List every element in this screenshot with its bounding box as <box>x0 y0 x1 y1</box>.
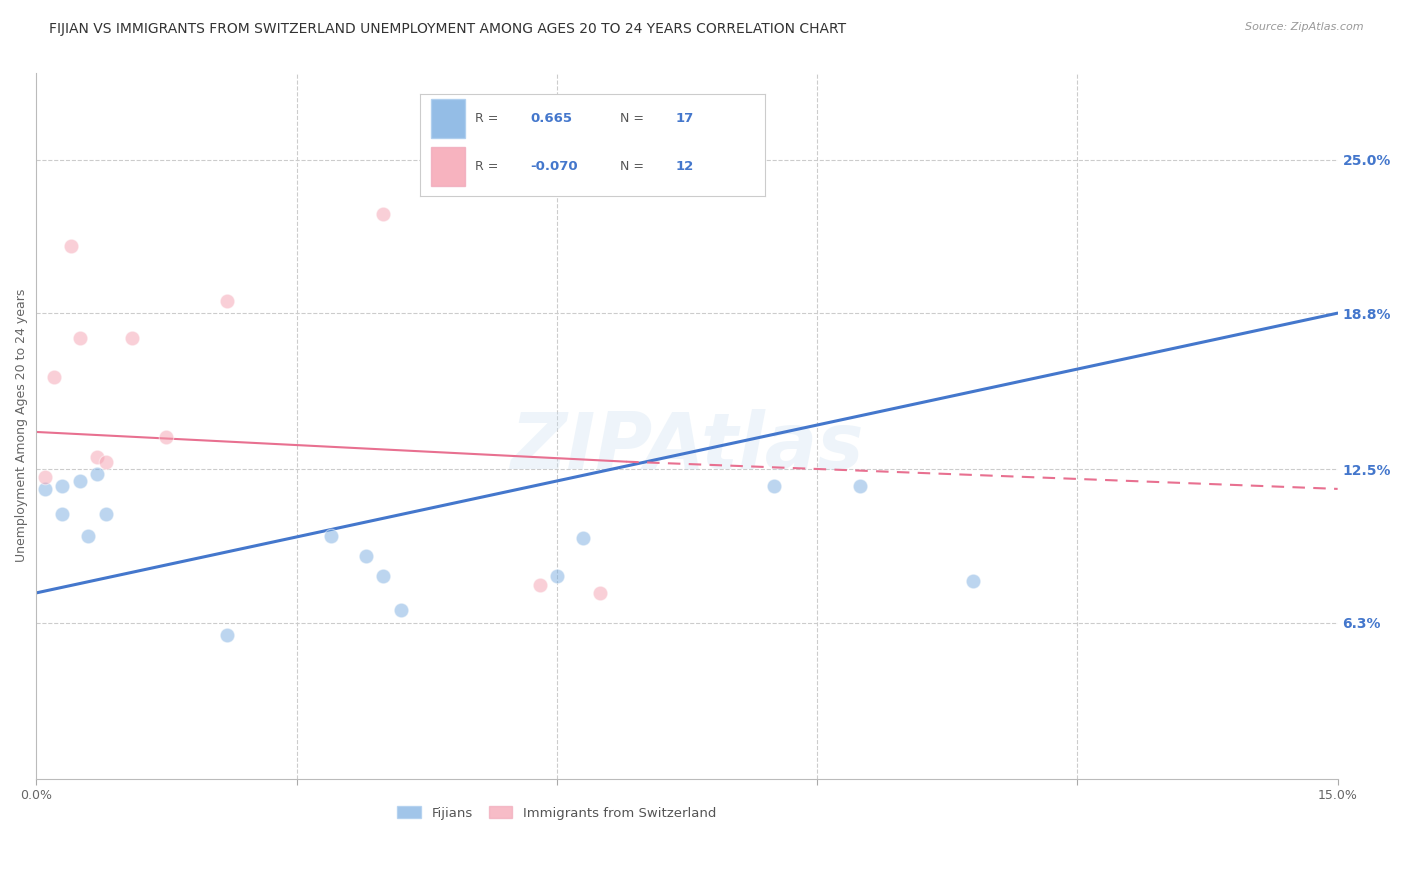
Point <box>155 430 177 444</box>
Point <box>42 370 65 384</box>
Text: ZIPAtlas: ZIPAtlas <box>510 409 863 485</box>
Point <box>86 467 108 481</box>
Point <box>373 207 395 221</box>
Point <box>51 479 73 493</box>
Point <box>529 578 551 592</box>
Point <box>34 469 56 483</box>
Point <box>354 549 377 563</box>
Point <box>77 529 100 543</box>
Text: Source: ZipAtlas.com: Source: ZipAtlas.com <box>1246 22 1364 32</box>
Text: FIJIAN VS IMMIGRANTS FROM SWITZERLAND UNEMPLOYMENT AMONG AGES 20 TO 24 YEARS COR: FIJIAN VS IMMIGRANTS FROM SWITZERLAND UN… <box>49 22 846 37</box>
Point <box>34 482 56 496</box>
Point <box>849 479 872 493</box>
Point <box>546 568 568 582</box>
Point <box>94 455 117 469</box>
Point <box>217 293 239 308</box>
Point <box>762 479 785 493</box>
Point <box>69 475 91 489</box>
Point <box>60 239 83 253</box>
Point <box>389 603 412 617</box>
Point <box>321 529 343 543</box>
Point <box>572 532 595 546</box>
Point <box>86 450 108 464</box>
Point <box>69 331 91 345</box>
Point <box>217 628 239 642</box>
Y-axis label: Unemployment Among Ages 20 to 24 years: Unemployment Among Ages 20 to 24 years <box>15 289 28 563</box>
Point <box>373 568 395 582</box>
Legend: Fijians, Immigrants from Switzerland: Fijians, Immigrants from Switzerland <box>392 800 721 825</box>
Point <box>121 331 143 345</box>
Point <box>94 507 117 521</box>
Point <box>589 586 612 600</box>
Point <box>51 507 73 521</box>
Point <box>962 574 984 588</box>
